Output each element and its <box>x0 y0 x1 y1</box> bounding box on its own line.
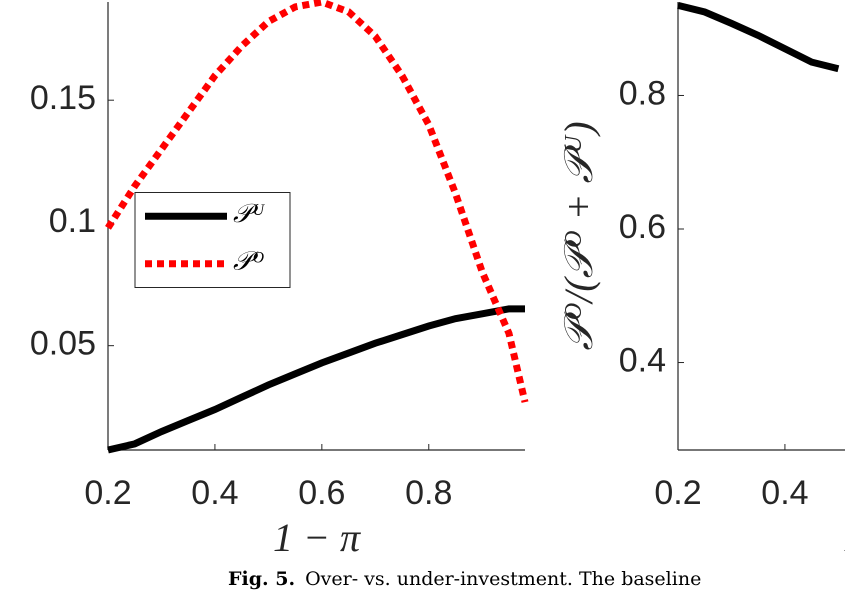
y-tick-label: 0.1 <box>49 202 96 240</box>
data-line <box>105 0 529 403</box>
caption: Fig. 5. Over- vs. under-investment. The b… <box>228 568 701 590</box>
y-tick-label: 0.6 <box>619 208 666 246</box>
legend-label: 𝒫ᵁ <box>233 199 266 228</box>
x-tick-label: 0.6 <box>298 474 345 512</box>
y-axis-label: 𝒫ᴼ/(𝒫ᴼ + 𝒫ᵁ) <box>556 121 601 350</box>
x-tick-label: 0.8 <box>405 474 452 512</box>
x-axis-label: 1 − π <box>273 515 361 560</box>
caption-text: Over- vs. under-investment. The baseline <box>305 568 701 590</box>
y-tick-label: 0.15 <box>30 79 96 117</box>
y-tick-label: 0.8 <box>619 74 666 112</box>
x-tick-label: 0.2 <box>654 474 701 512</box>
caption-label: Fig. 5. <box>228 568 295 590</box>
x-tick-label: 0.2 <box>84 474 131 512</box>
legend-label: 𝒫ᴼ <box>233 247 264 276</box>
y-tick-label: 0.4 <box>619 342 666 380</box>
x-tick-label: 0.4 <box>191 474 238 512</box>
x-tick-label: 0.4 <box>761 474 808 512</box>
y-tick-label: 0.05 <box>30 325 96 363</box>
legend-box <box>134 192 291 288</box>
data-line <box>677 1 840 73</box>
data-line <box>107 305 525 454</box>
x-axis-label: 1 − π <box>843 515 845 560</box>
